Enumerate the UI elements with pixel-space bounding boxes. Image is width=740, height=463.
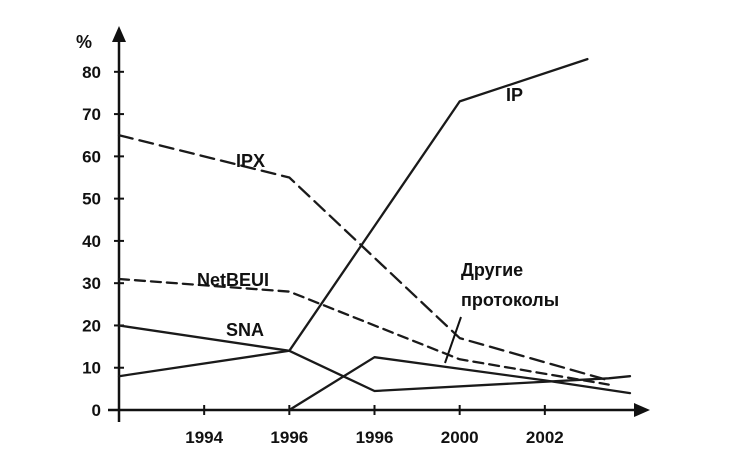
ticks: 0 10 20 30 40 50 60 70 80 1994 1996 1996 2000 2002 [82, 63, 564, 447]
axes [108, 26, 650, 422]
series-label-ipx: IPX [236, 151, 265, 171]
series-line-ipx [117, 134, 610, 382]
y-tick-label: 80 [82, 63, 101, 82]
series-label-netbeui: NetBEUI [197, 270, 269, 290]
y-tick-label: 20 [82, 316, 101, 335]
x-tick-label: 2000 [441, 428, 479, 447]
y-tick-label: 70 [82, 105, 101, 124]
series-label-ip: IP [506, 85, 523, 105]
x-tick-label: 1994 [185, 428, 223, 447]
series-line-netbeui [117, 277, 610, 386]
y-tick-label: 30 [82, 274, 101, 293]
y-tick-label: 60 [82, 147, 101, 166]
series-label-sna: SNA [226, 320, 264, 340]
x-tick-label: 1996 [356, 428, 394, 447]
series-label-other-line1: Другие [461, 260, 523, 280]
series-label-other-leader [444, 316, 462, 364]
y-tick-label: 40 [82, 232, 101, 251]
series-labels: % IP IPX NetBEUI SNA Другие протоколы [76, 32, 559, 364]
x-tick-label: 2002 [526, 428, 564, 447]
y-tick-label: 0 [92, 401, 101, 420]
series-line-другие-протоколы [288, 356, 632, 412]
y-axis-arrow [112, 26, 126, 42]
series-lines [117, 57, 632, 412]
series-line-sna [117, 324, 632, 393]
series-line-ip [117, 57, 589, 378]
y-tick-label: 50 [82, 190, 101, 209]
x-tick-label: 1996 [270, 428, 308, 447]
series-label-other-line2: протоколы [461, 290, 559, 310]
x-axis-arrow [634, 403, 650, 417]
y-axis-unit-label: % [76, 32, 92, 52]
y-tick-label: 10 [82, 359, 101, 378]
